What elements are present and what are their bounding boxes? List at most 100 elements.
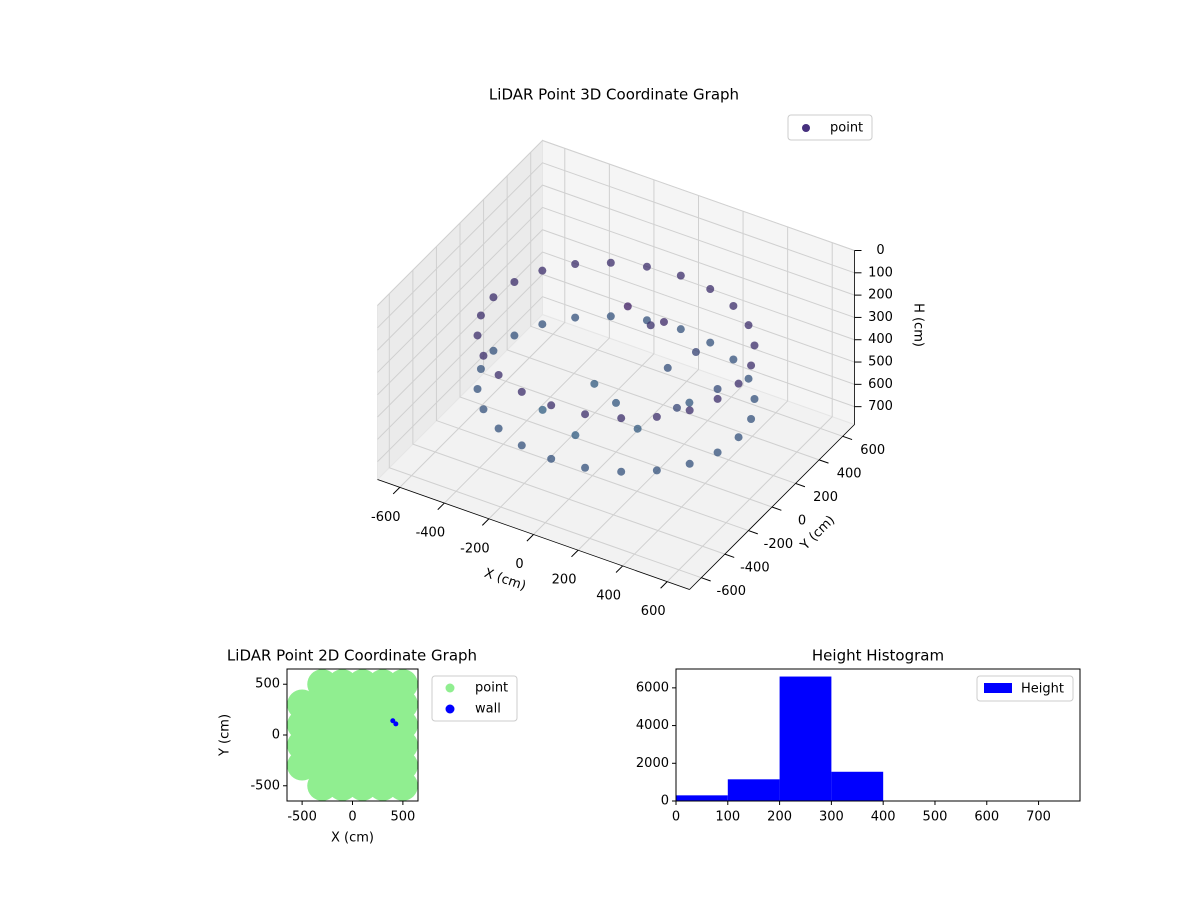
plot-area xyxy=(676,676,884,801)
point xyxy=(387,770,418,801)
x-tick xyxy=(481,518,490,526)
bar xyxy=(727,779,780,801)
x-tick-label: 400 xyxy=(871,810,896,825)
y-tick-label: 0 xyxy=(272,728,280,743)
point xyxy=(617,414,626,423)
y-tick-label: -500 xyxy=(250,778,280,793)
wall-point xyxy=(393,721,399,727)
y-axis-label: Y (cm) xyxy=(218,714,233,757)
point xyxy=(676,325,685,334)
z-tick-label: 400 xyxy=(868,332,893,347)
point xyxy=(479,351,488,360)
point xyxy=(623,302,632,311)
x-tick-label: 600 xyxy=(974,810,999,825)
legend-marker xyxy=(445,683,455,693)
z-tick-label: 100 xyxy=(868,265,893,280)
point xyxy=(691,348,700,357)
point xyxy=(606,258,615,267)
x-tick xyxy=(526,534,534,542)
x-tick-label: -500 xyxy=(287,810,317,825)
point xyxy=(729,355,738,364)
point xyxy=(706,285,715,294)
y-tick xyxy=(771,506,782,511)
grid-line xyxy=(533,195,699,535)
point xyxy=(510,278,519,287)
x-tick-label: 0 xyxy=(672,810,680,825)
point xyxy=(747,361,756,370)
point xyxy=(571,260,580,269)
point xyxy=(713,394,722,403)
y-tick-label: -600 xyxy=(717,584,747,599)
point xyxy=(517,387,526,396)
point xyxy=(713,448,722,457)
legend-marker xyxy=(802,124,810,132)
chart-title: LiDAR Point 2D Coordinate Graph xyxy=(227,647,477,665)
point xyxy=(642,262,651,271)
point xyxy=(685,398,694,407)
point xyxy=(663,363,672,372)
x-tick-label: 500 xyxy=(390,810,415,825)
bar xyxy=(831,771,884,801)
point xyxy=(538,320,547,329)
legend-label: point xyxy=(830,121,863,136)
point xyxy=(547,401,556,410)
grid-line xyxy=(483,199,796,484)
point xyxy=(517,441,526,450)
x-tick-label: 200 xyxy=(552,573,577,588)
x-tick-label: -400 xyxy=(416,526,446,541)
wall-point xyxy=(390,718,396,724)
point xyxy=(729,301,738,310)
point xyxy=(581,410,590,419)
y-tick xyxy=(724,553,735,558)
point xyxy=(744,374,753,383)
grid-line xyxy=(459,223,773,508)
point xyxy=(476,365,485,374)
chart-title: LiDAR Point 3D Coordinate Graph xyxy=(489,86,739,104)
x-tick-label: 100 xyxy=(715,810,740,825)
legend-box xyxy=(431,675,518,722)
point xyxy=(489,293,498,302)
grid-line xyxy=(444,164,610,504)
y-tick-label: -400 xyxy=(740,561,770,576)
x-tick-label: -200 xyxy=(460,541,490,556)
x-tick-label: 0 xyxy=(515,557,523,572)
point xyxy=(706,338,715,347)
point xyxy=(750,341,759,350)
x-tick-label: 600 xyxy=(641,604,666,619)
y-tick-label: 500 xyxy=(255,677,280,692)
legend-box xyxy=(787,114,873,141)
grid-line xyxy=(577,211,744,551)
x-tick xyxy=(571,549,579,558)
axes-frame xyxy=(675,668,1081,802)
y-tick-label: -200 xyxy=(764,537,794,552)
grid-line xyxy=(377,162,855,329)
grid-line xyxy=(412,270,726,555)
point xyxy=(538,405,547,414)
y-tick xyxy=(701,577,711,582)
grid-line xyxy=(622,226,789,567)
point xyxy=(571,313,580,322)
grid-line xyxy=(399,148,566,488)
point xyxy=(479,405,488,414)
point xyxy=(646,321,655,330)
y-tick-label: 2000 xyxy=(636,756,669,771)
legend-box xyxy=(976,675,1074,702)
point xyxy=(676,271,685,280)
x-tick xyxy=(615,565,623,573)
x-tick xyxy=(392,487,401,495)
y-tick-label: 600 xyxy=(860,443,885,458)
y-tick xyxy=(818,459,829,464)
x-tick-label: 300 xyxy=(819,810,844,825)
point xyxy=(476,311,485,320)
point xyxy=(510,331,519,340)
point xyxy=(581,463,590,472)
point xyxy=(685,406,694,415)
grid-line xyxy=(377,184,855,351)
grid-line xyxy=(377,139,855,306)
y-tick-label: 6000 xyxy=(636,680,669,695)
legend-label: Height xyxy=(1021,682,1064,697)
x-tick-label: 500 xyxy=(923,810,948,825)
grid-line xyxy=(666,242,833,582)
